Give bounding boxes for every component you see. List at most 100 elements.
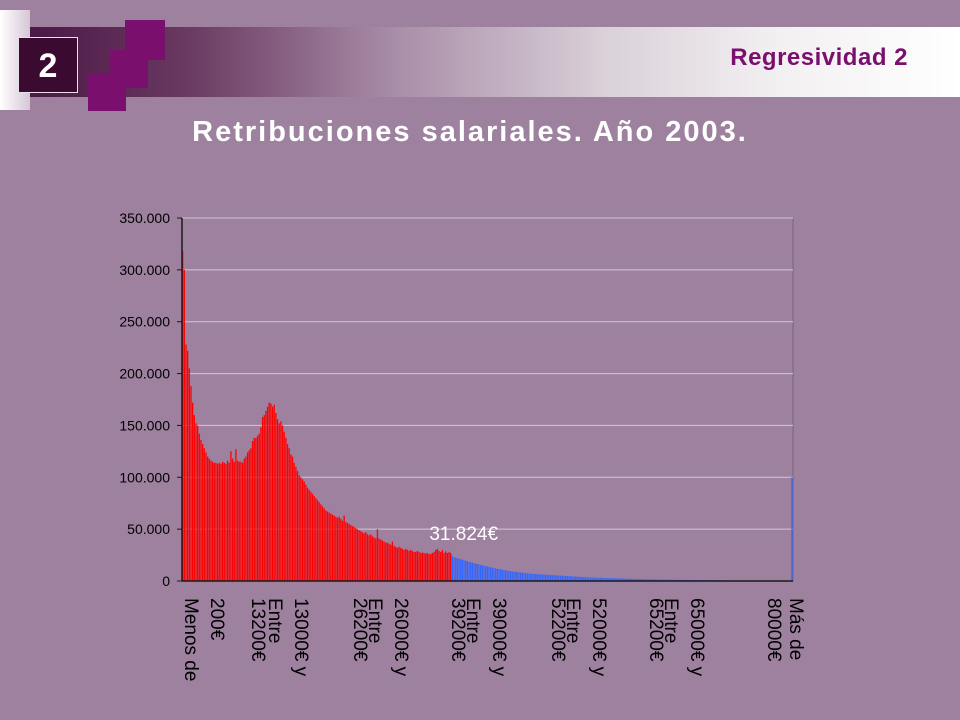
bar [258, 433, 260, 581]
bar [551, 575, 553, 581]
bar [588, 577, 590, 581]
bar [428, 554, 430, 581]
bar [251, 440, 254, 581]
y-tick-label: 350.000 [119, 210, 170, 226]
bar [578, 576, 580, 581]
bar [280, 421, 282, 581]
bar [458, 558, 460, 581]
bar [221, 461, 224, 581]
bar [345, 521, 347, 581]
bar [639, 579, 642, 581]
bar [248, 450, 250, 581]
bar [393, 545, 395, 581]
bar [330, 513, 332, 581]
bar [381, 540, 384, 581]
annotation-label: 31.824€ [429, 524, 498, 545]
header-title: Regresividad 2 [730, 44, 908, 71]
bar [626, 578, 628, 581]
bar [596, 577, 598, 581]
bar [553, 575, 555, 581]
bar [541, 574, 543, 581]
bar [343, 515, 345, 581]
bar [250, 448, 252, 581]
bar [348, 523, 350, 581]
bar [403, 549, 405, 581]
bar [598, 577, 600, 581]
bar [305, 484, 307, 581]
bar [648, 579, 650, 581]
bar [185, 344, 187, 581]
bar [546, 574, 548, 581]
bar [363, 533, 365, 581]
bar [233, 461, 235, 581]
bar [296, 471, 299, 581]
bar [290, 454, 292, 581]
bar [568, 576, 570, 581]
bar [463, 560, 465, 581]
bar [631, 578, 633, 581]
bar [543, 574, 545, 581]
y-tick-label: 250.000 [119, 314, 170, 330]
bar [450, 553, 452, 581]
x-tick-label: 39000€ y [488, 598, 509, 677]
bar [223, 462, 225, 581]
bar [516, 572, 518, 581]
bar [436, 548, 439, 581]
bar [501, 569, 503, 581]
bar [539, 574, 542, 581]
bar [206, 456, 209, 581]
bar [358, 530, 360, 581]
bar [276, 419, 279, 581]
bar [366, 534, 369, 581]
decorative-square [88, 73, 126, 111]
bar [356, 529, 359, 581]
bar [253, 437, 255, 581]
x-tick-label: 200€ [206, 598, 227, 641]
bar [601, 577, 603, 581]
bar [486, 566, 488, 581]
x-tick-label: 65200€ [645, 598, 666, 662]
bar [361, 532, 364, 581]
bar [326, 511, 329, 581]
bar [346, 522, 349, 581]
bar [633, 578, 635, 581]
bar [341, 520, 344, 581]
bar [220, 463, 222, 581]
bar [473, 563, 475, 581]
bar [569, 576, 572, 581]
bar [376, 529, 379, 581]
bar [365, 532, 367, 581]
bar [325, 510, 327, 581]
bar [563, 575, 565, 581]
bar [441, 549, 444, 581]
bar [415, 551, 417, 581]
x-tick-label: 80000€ [763, 598, 784, 662]
bar [230, 451, 232, 581]
bar [321, 506, 324, 581]
bar [340, 518, 342, 581]
bar [203, 448, 205, 581]
bar [448, 551, 450, 581]
bar [390, 544, 392, 581]
bar [573, 576, 575, 581]
bar [430, 554, 432, 581]
bar [360, 531, 362, 581]
bar [246, 452, 249, 581]
bar [558, 575, 560, 581]
bar [564, 575, 567, 581]
bar [524, 573, 527, 581]
bar [241, 462, 244, 581]
bar [619, 578, 622, 581]
bar [480, 564, 482, 581]
bar [333, 515, 335, 581]
bar [554, 575, 557, 581]
x-tick-label: Entre [660, 598, 681, 643]
bar [213, 462, 215, 581]
bar [465, 560, 467, 581]
bar [261, 417, 264, 581]
bar [298, 475, 300, 581]
bar [410, 549, 412, 581]
bar [503, 570, 505, 581]
bar [431, 553, 434, 581]
